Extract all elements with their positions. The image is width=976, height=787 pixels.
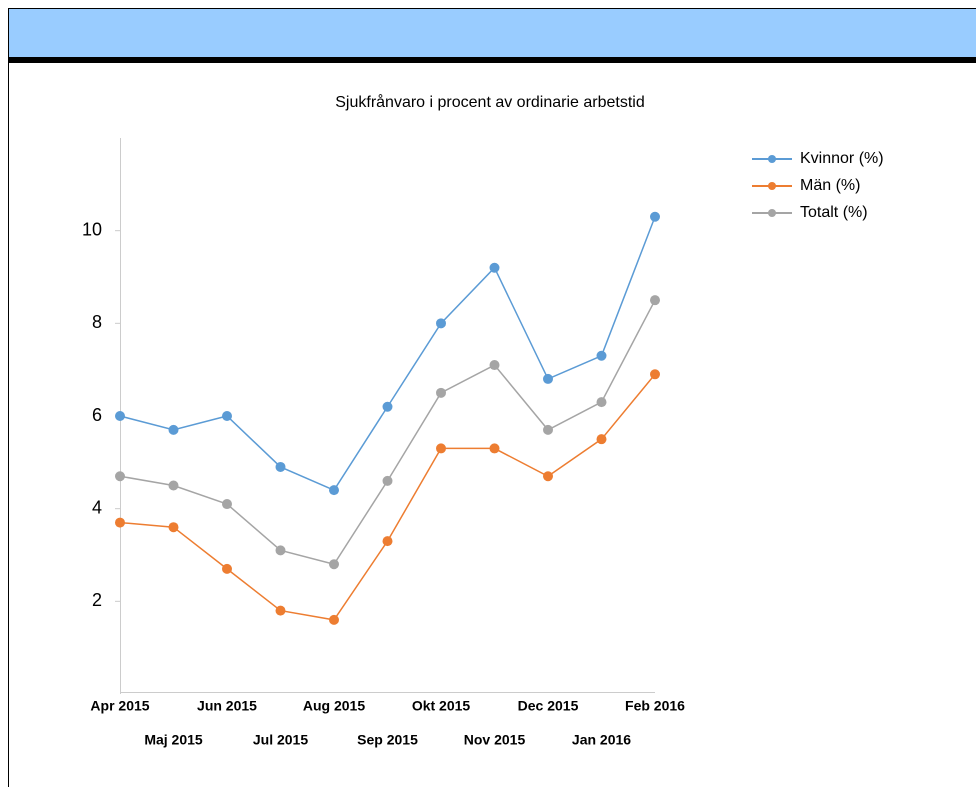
- data-point: [596, 434, 607, 445]
- legend-label: Män (%): [800, 177, 860, 194]
- data-point: [222, 411, 232, 421]
- legend-dot: [768, 182, 776, 190]
- data-point: [382, 401, 393, 412]
- x-tick-label: Jul 2015: [253, 732, 308, 748]
- y-tick-label: 10: [82, 219, 102, 239]
- series-line: [119, 216, 656, 492]
- data-point: [436, 387, 446, 398]
- data-point: [329, 559, 339, 570]
- x-tick-label: Apr 2015: [90, 698, 149, 714]
- data-point: [329, 485, 339, 496]
- data-point: [596, 350, 607, 361]
- data-point: [168, 522, 179, 533]
- data-point: [489, 360, 500, 371]
- x-tick-label: Jun 2015: [197, 698, 257, 714]
- data-point: [382, 475, 393, 486]
- data-point: [275, 461, 286, 472]
- header-rule: [8, 57, 976, 63]
- x-tick-label: Sep 2015: [357, 732, 418, 748]
- data-point: [489, 443, 500, 454]
- series-line: [119, 299, 656, 566]
- data-point: [650, 369, 660, 380]
- x-tick-label: Dec 2015: [518, 698, 579, 714]
- data-point: [115, 471, 125, 482]
- data-point: [436, 318, 446, 329]
- data-point: [168, 480, 179, 491]
- data-point: [275, 545, 286, 556]
- x-tick-label: Okt 2015: [412, 698, 471, 714]
- data-point: [115, 517, 125, 528]
- x-tick-label: Maj 2015: [144, 732, 203, 748]
- header-bar: [8, 8, 976, 59]
- data-point: [168, 424, 179, 435]
- data-point: [489, 262, 500, 273]
- x-tick-label: Feb 2016: [625, 698, 685, 714]
- data-point: [543, 373, 553, 384]
- data-point: [382, 536, 393, 547]
- data-point: [222, 499, 232, 510]
- y-tick-label: 8: [92, 312, 102, 332]
- data-point: [596, 397, 607, 408]
- y-tick-label: 6: [92, 405, 102, 425]
- chart-title: Sjukfrånvaro i procent av ordinarie arbe…: [335, 93, 645, 111]
- legend-label: Kvinnor (%): [800, 150, 884, 167]
- data-point: [436, 443, 446, 454]
- x-tick-label: Nov 2015: [464, 732, 526, 748]
- data-point: [543, 471, 553, 482]
- data-point: [222, 563, 232, 574]
- data-point: [329, 614, 339, 625]
- y-tick-label: 2: [92, 590, 102, 610]
- data-point: [650, 295, 660, 306]
- data-point: [650, 211, 660, 222]
- y-tick-label: 4: [92, 497, 102, 517]
- x-tick-label: Aug 2015: [303, 698, 365, 714]
- legend-dot: [768, 209, 776, 217]
- legend-dot: [768, 155, 776, 163]
- data-point: [115, 411, 125, 421]
- legend-label: Totalt (%): [800, 204, 868, 221]
- data-point: [543, 424, 553, 435]
- data-point: [275, 605, 286, 616]
- x-tick-label: Jan 2016: [572, 732, 631, 748]
